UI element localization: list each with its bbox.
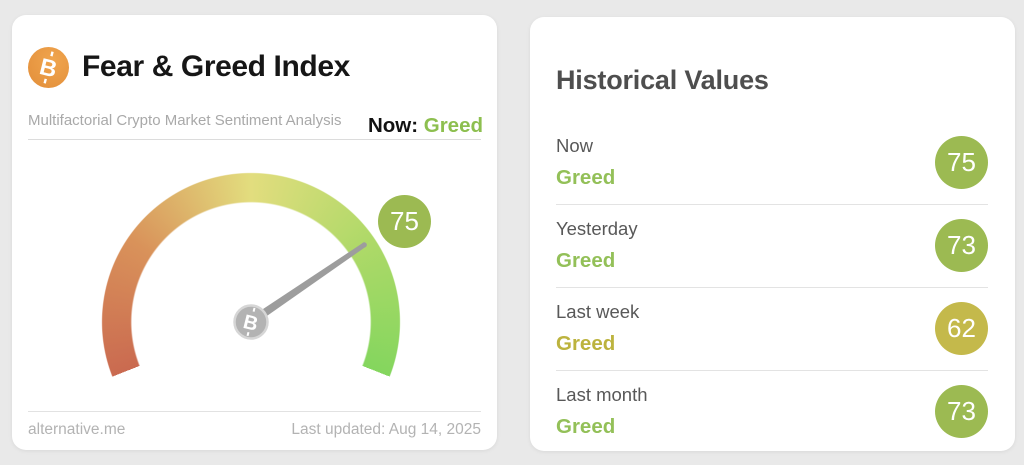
gauge-needle-group xyxy=(248,242,367,326)
row-value-badge: 62 xyxy=(935,302,988,356)
row-text: Last month Greed xyxy=(556,384,648,439)
svg-text:B: B xyxy=(241,311,260,336)
historical-rows: Now Greed 75 Yesterday Greed 73 Last wee… xyxy=(556,122,988,451)
gauge-hub-bitcoin-icon: B xyxy=(233,304,269,340)
row-value-badge: 73 xyxy=(935,219,988,273)
row-label: Last month xyxy=(556,384,648,406)
row-label: Yesterday xyxy=(556,218,638,240)
historical-row-yesterday: Yesterday Greed 73 xyxy=(556,205,988,289)
historical-values-title: Historical Values xyxy=(556,65,769,96)
row-classification: Greed xyxy=(556,249,616,273)
svg-text:B: B xyxy=(37,53,60,82)
row-classification: Greed xyxy=(556,332,616,356)
now-classification-line: Now: Greed xyxy=(368,114,483,138)
row-text: Last week Greed xyxy=(556,301,639,356)
row-text: Now Greed xyxy=(556,135,615,190)
historical-row-last-month: Last month Greed 73 xyxy=(556,371,988,451)
alternative-me-link[interactable]: alternative.me xyxy=(28,421,126,438)
row-text: Yesterday Greed xyxy=(556,218,638,273)
row-value-badge: 75 xyxy=(935,136,988,190)
subtitle: Multifactorial Crypto Market Sentiment A… xyxy=(28,111,342,129)
row-classification: Greed xyxy=(556,415,616,439)
gauge-value-badge: 75 xyxy=(378,195,431,248)
page-title: Fear & Greed Index xyxy=(82,50,350,84)
header-divider xyxy=(28,138,481,140)
last-updated-text: Last updated: Aug 14, 2025 xyxy=(291,421,481,438)
fear-greed-card: B Fear & Greed Index Multifactorial Cryp… xyxy=(12,15,497,450)
gauge-needle: B xyxy=(233,242,367,340)
row-label: Last week xyxy=(556,301,640,323)
now-label: Now: xyxy=(367,114,419,137)
row-classification: Greed xyxy=(556,166,616,190)
card-footer: alternative.me Last updated: Aug 14, 202… xyxy=(28,411,481,439)
historical-row-now: Now Greed 75 xyxy=(556,122,988,206)
historical-values-card: Historical Values Now Greed 75 Yesterday… xyxy=(530,17,1015,451)
row-value-badge: 73 xyxy=(935,385,988,439)
historical-row-last-week: Last week Greed 62 xyxy=(556,288,988,372)
now-classification-value: Greed xyxy=(423,114,483,137)
bitcoin-logo-icon: B xyxy=(28,46,69,88)
row-label: Now xyxy=(556,135,594,157)
fear-greed-header: B Fear & Greed Index xyxy=(12,15,497,105)
